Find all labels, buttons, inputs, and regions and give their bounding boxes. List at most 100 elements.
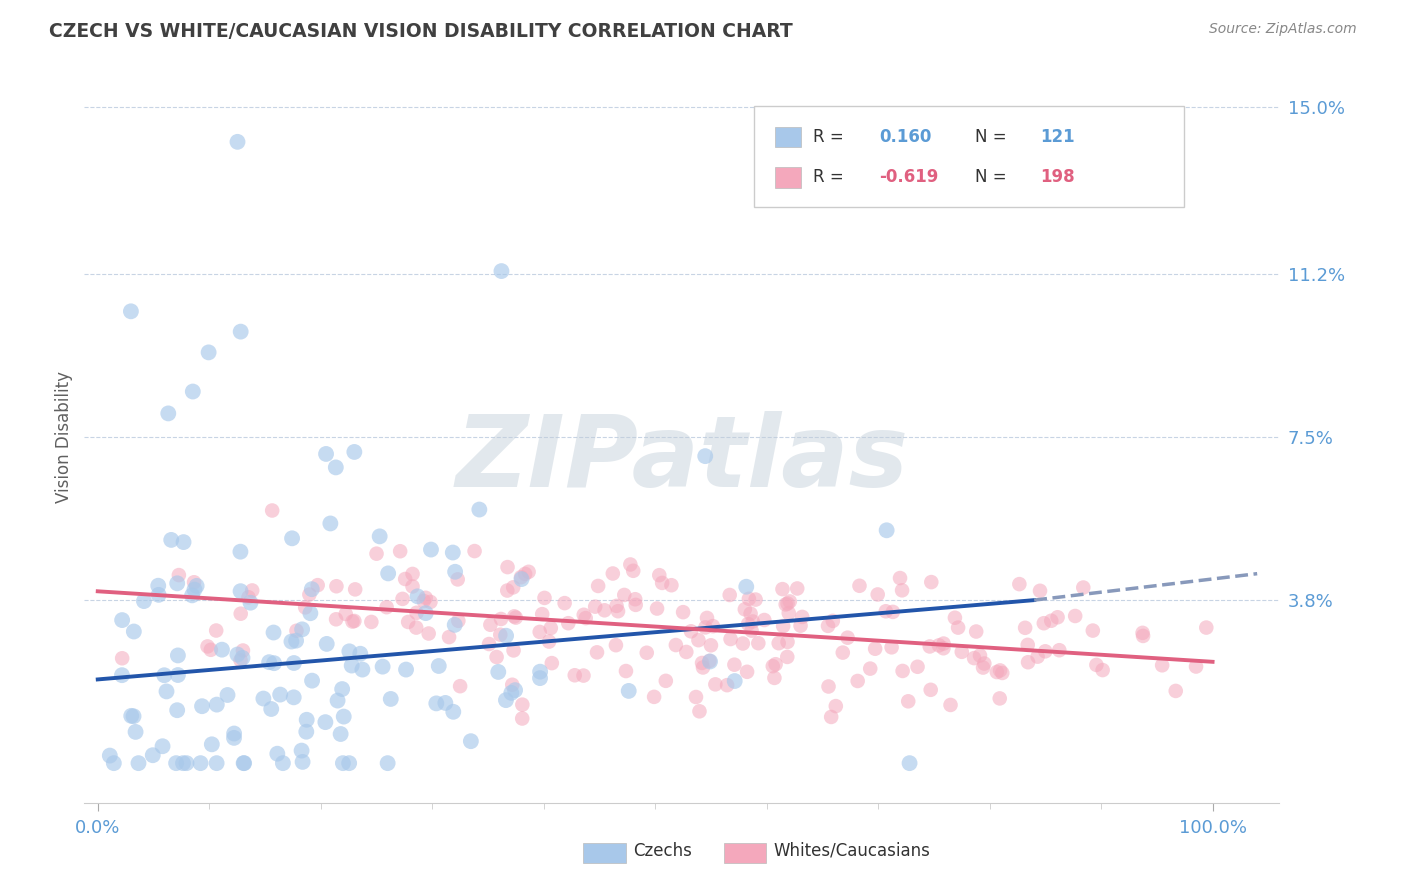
Point bbox=[762, 659, 785, 673]
Point bbox=[449, 679, 471, 693]
Point bbox=[229, 607, 252, 621]
Point bbox=[447, 573, 470, 587]
Point bbox=[120, 709, 142, 723]
Point bbox=[602, 566, 624, 581]
Point bbox=[342, 615, 364, 629]
Point bbox=[165, 756, 187, 771]
Point bbox=[973, 657, 995, 671]
Point bbox=[775, 598, 797, 612]
Point bbox=[252, 691, 274, 706]
Point bbox=[606, 599, 628, 613]
Point bbox=[502, 580, 524, 594]
Point bbox=[232, 643, 254, 657]
Point bbox=[226, 648, 249, 662]
Point bbox=[939, 698, 962, 712]
Point bbox=[368, 529, 391, 543]
Point bbox=[889, 571, 911, 585]
Point bbox=[343, 445, 366, 459]
Point bbox=[920, 682, 942, 697]
Point bbox=[824, 699, 846, 714]
Text: 121: 121 bbox=[1040, 128, 1076, 146]
Point bbox=[401, 566, 423, 581]
Point bbox=[229, 325, 252, 339]
Point bbox=[425, 697, 447, 711]
Point bbox=[418, 626, 440, 640]
Point bbox=[723, 657, 745, 672]
Point bbox=[837, 631, 859, 645]
Point bbox=[491, 264, 513, 278]
FancyBboxPatch shape bbox=[754, 106, 1184, 207]
Point bbox=[754, 613, 776, 627]
Text: Whites/Caucasians: Whites/Caucasians bbox=[773, 842, 931, 860]
Point bbox=[271, 756, 294, 771]
Point bbox=[464, 544, 486, 558]
Point bbox=[330, 681, 353, 696]
Point bbox=[593, 603, 616, 617]
Text: R =: R = bbox=[814, 128, 849, 146]
Point bbox=[172, 756, 194, 771]
Point bbox=[932, 641, 955, 656]
Point bbox=[636, 646, 658, 660]
Point bbox=[1071, 581, 1094, 595]
Point bbox=[744, 592, 766, 607]
Point bbox=[988, 691, 1011, 706]
Point bbox=[98, 748, 121, 763]
Point bbox=[389, 544, 412, 558]
Point bbox=[724, 674, 747, 689]
Point bbox=[564, 668, 586, 682]
Point bbox=[735, 665, 758, 679]
Point bbox=[186, 579, 208, 593]
Text: Source: ZipAtlas.com: Source: ZipAtlas.com bbox=[1209, 22, 1357, 37]
Text: R =: R = bbox=[814, 169, 849, 186]
Point bbox=[665, 638, 688, 652]
Point bbox=[391, 591, 413, 606]
Point bbox=[307, 578, 329, 592]
Point bbox=[859, 662, 882, 676]
Point bbox=[166, 576, 188, 591]
Point bbox=[572, 668, 595, 682]
Point bbox=[786, 582, 808, 596]
Point bbox=[776, 635, 799, 649]
Point bbox=[200, 642, 222, 657]
Point bbox=[932, 636, 955, 650]
Point bbox=[624, 598, 647, 612]
Point bbox=[405, 606, 427, 620]
Point bbox=[517, 565, 540, 579]
Point bbox=[444, 565, 467, 579]
Text: 198: 198 bbox=[1040, 169, 1076, 186]
Point bbox=[731, 636, 754, 650]
Text: N =: N = bbox=[974, 169, 1011, 186]
Point bbox=[972, 660, 994, 674]
Point bbox=[337, 644, 360, 658]
Point bbox=[863, 641, 886, 656]
Point bbox=[817, 619, 839, 633]
Point bbox=[239, 596, 262, 610]
Point bbox=[238, 591, 260, 605]
Point bbox=[572, 607, 595, 622]
Point bbox=[1014, 621, 1036, 635]
Point bbox=[848, 579, 870, 593]
Point bbox=[607, 604, 630, 618]
FancyBboxPatch shape bbox=[775, 127, 801, 147]
Point bbox=[132, 594, 155, 608]
Point bbox=[735, 580, 758, 594]
Point bbox=[1026, 649, 1049, 664]
Point bbox=[554, 596, 576, 610]
Point bbox=[395, 663, 418, 677]
Point bbox=[821, 614, 844, 628]
Point bbox=[495, 629, 517, 643]
Point bbox=[111, 668, 134, 682]
Point bbox=[420, 542, 443, 557]
Point bbox=[124, 725, 146, 739]
Point bbox=[891, 583, 914, 598]
Point bbox=[1132, 625, 1154, 640]
Point bbox=[1152, 658, 1174, 673]
Point bbox=[897, 694, 920, 708]
Point bbox=[648, 568, 671, 582]
Point bbox=[496, 583, 519, 598]
Point bbox=[489, 628, 512, 642]
Point bbox=[695, 620, 717, 634]
Point bbox=[291, 755, 314, 769]
Point bbox=[918, 640, 941, 654]
Point bbox=[586, 579, 609, 593]
